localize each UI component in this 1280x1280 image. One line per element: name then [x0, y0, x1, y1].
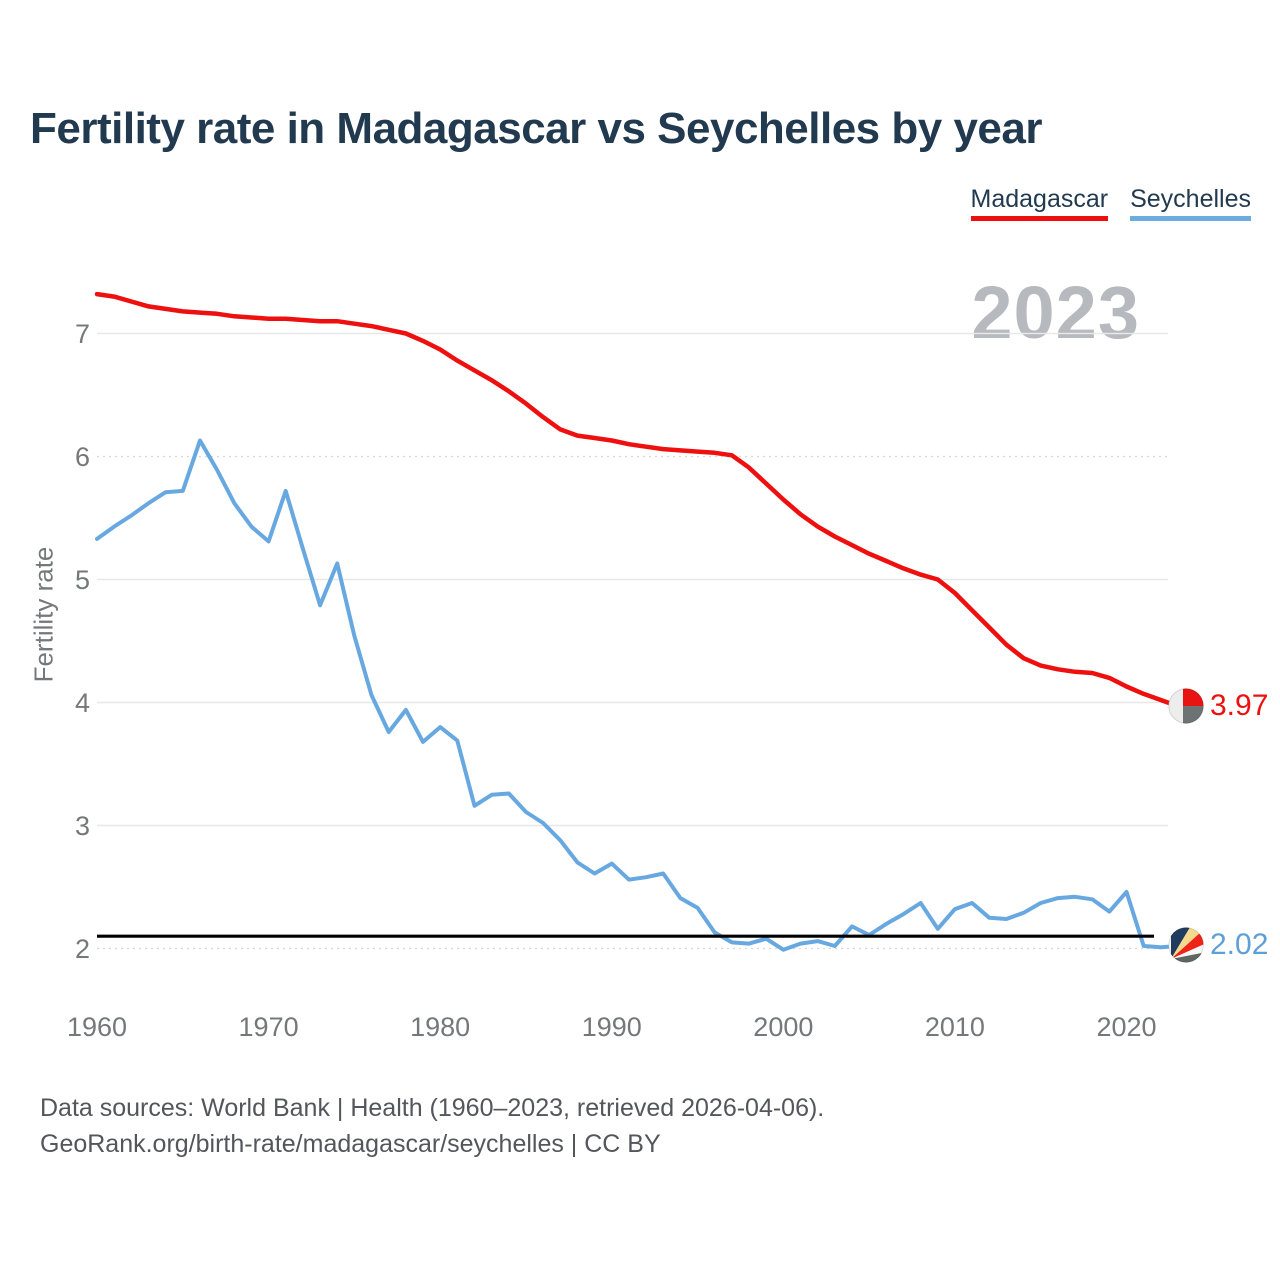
year-watermark: 2023 [971, 271, 1140, 354]
y-tick-6: 6 [74, 441, 90, 472]
x-tick-2000: 2000 [753, 1012, 814, 1042]
y-tick-3: 3 [74, 810, 90, 841]
legend-swatch-madagascar [970, 216, 1109, 221]
x-tick-2020: 2020 [1096, 1012, 1157, 1042]
page-title: Fertility rate in Madagascar vs Seychell… [30, 104, 1043, 153]
legend-item-madagascar[interactable]: Madagascar [970, 185, 1109, 221]
y-tick-4: 4 [74, 687, 90, 718]
series-line-seychelles[interactable] [95, 438, 1180, 952]
y-tick-5: 5 [74, 564, 90, 595]
footer-source-line: Data sources: World Bank | Health (1960–… [40, 1094, 825, 1122]
end-label-seychelles: 2.02 [1168, 927, 1268, 963]
x-tick-2010: 2010 [924, 1012, 985, 1042]
x-tick-1980: 1980 [410, 1012, 471, 1042]
seychelles-flag-icon [1168, 927, 1204, 963]
footer-attribution-line: GeoRank.org/birth-rate/madagascar/seyche… [40, 1130, 661, 1158]
x-tick-1990: 1990 [581, 1012, 642, 1042]
legend-swatch-seychelles [1130, 216, 1251, 221]
y-tick-7: 7 [74, 318, 90, 349]
madagascar-flag-icon [1168, 688, 1204, 724]
x-tick-1970: 1970 [238, 1012, 299, 1042]
end-label-madagascar: 3.97 [1168, 688, 1268, 724]
end-value-seychelles: 2.02 [1210, 928, 1269, 961]
legend-label-seychelles: Seychelles [1130, 185, 1251, 213]
end-value-madagascar: 3.97 [1210, 689, 1269, 722]
series-line-madagascar[interactable] [94, 291, 1181, 709]
legend-item-seychelles[interactable]: Seychelles [1130, 185, 1251, 221]
legend: Madagascar Seychelles [970, 185, 1251, 221]
legend-label-madagascar: Madagascar [970, 185, 1109, 213]
footer: Data sources: World Bank | Health (1960–… [40, 1090, 824, 1162]
y-tick-2: 2 [74, 933, 90, 964]
x-tick-1960: 1960 [66, 1012, 128, 1042]
